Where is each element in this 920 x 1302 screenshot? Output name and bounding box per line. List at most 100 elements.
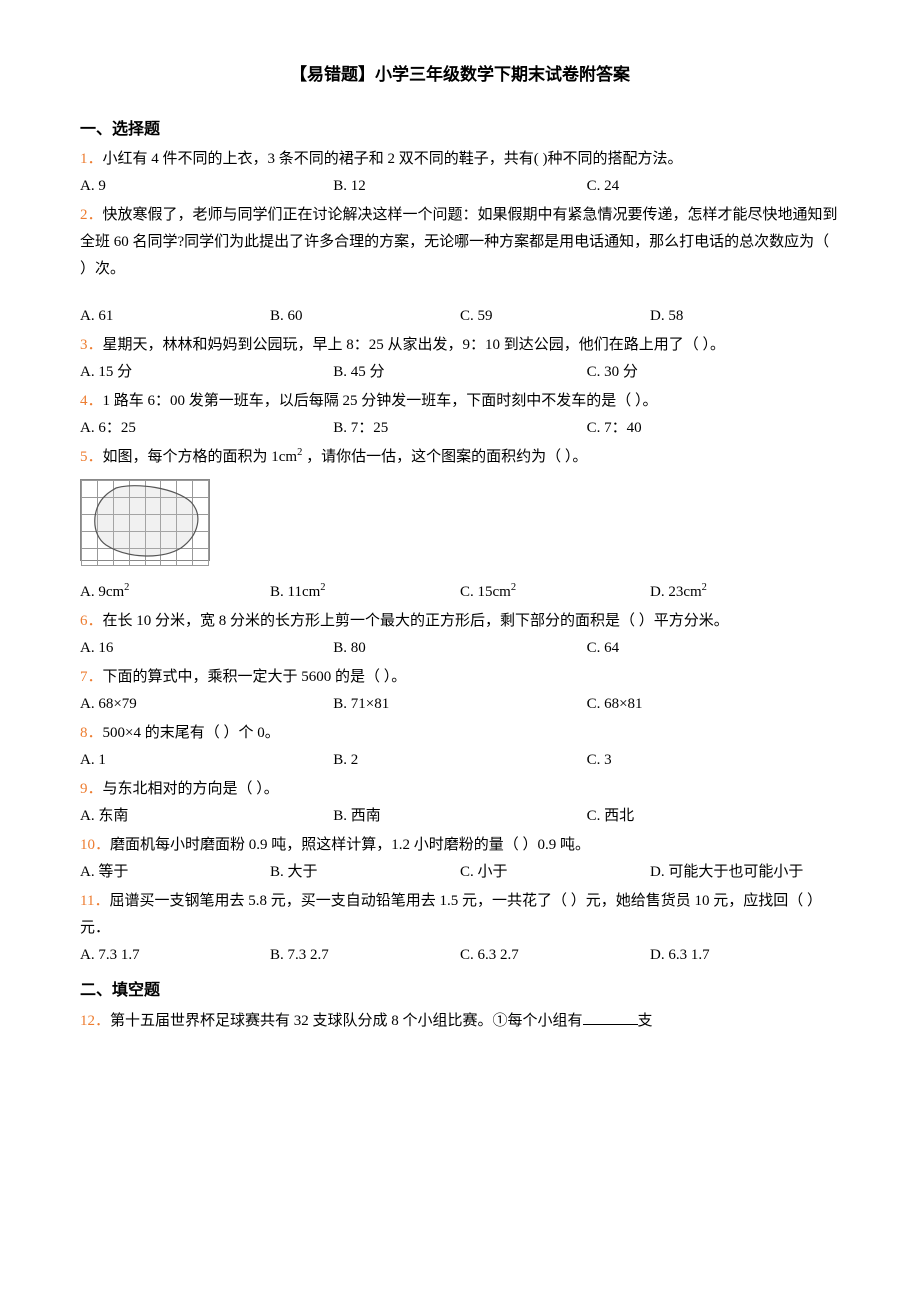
option-b: B. 西南 [333, 803, 586, 830]
option-c: C. 68×81 [587, 691, 840, 718]
question-body: 屈谱买一支钢笔用去 5.8 元，买一支自动铅笔用去 1.5 元，一共花了（ ）元… [80, 893, 822, 936]
option-d: D. 58 [650, 303, 840, 330]
option-c: C. 15cm2 [460, 579, 650, 606]
option-c: C. 6.3 2.7 [460, 942, 650, 969]
options-row: A. 9B. 12C. 24 [80, 173, 840, 200]
question-body: 与东北相对的方向是（ ）。 [103, 781, 279, 797]
question-1: 1．小红有 4 件不同的上衣，3 条不同的裙子和 2 双不同的鞋子，共有( )种… [80, 146, 840, 200]
fill-blank[interactable] [583, 1009, 638, 1025]
question-text-post: 支 [638, 1013, 653, 1029]
option-a: A. 16 [80, 635, 333, 662]
section-1-header: 一、选择题 [80, 116, 840, 145]
exam-title: 【易错题】小学三年级数学下期末试卷附答案 [80, 60, 840, 91]
options-row: A. 1B. 2C. 3 [80, 747, 840, 774]
option-c: C. 30 分 [587, 359, 840, 386]
question-7: 7．下面的算式中，乘积一定大于 5600 的是（ ）。A. 68×79B. 71… [80, 664, 840, 718]
question-number: 11． [80, 893, 109, 909]
question-number: 5． [80, 449, 103, 465]
question-body: 1 路车 6：00 发第一班车，以后每隔 25 分钟发一班车，下面时刻中不发车的… [103, 393, 658, 409]
option-d: D. 6.3 1.7 [650, 942, 840, 969]
question-text: 7．下面的算式中，乘积一定大于 5600 的是（ ）。 [80, 664, 840, 691]
question-body: 500×4 的末尾有（ ）个 0。 [103, 725, 280, 741]
option-a: A. 6：25 [80, 415, 333, 442]
options-row: A. 68×79B. 71×81C. 68×81 [80, 691, 840, 718]
question-number: 9． [80, 781, 103, 797]
question-body: 星期天，林林和妈妈到公园玩，早上 8：25 从家出发，9：10 到达公园，他们在… [103, 337, 726, 353]
question-body: 下面的算式中，乘积一定大于 5600 的是（ ）。 [103, 669, 407, 685]
question-number: 6． [80, 613, 103, 629]
question-6: 6．在长 10 分米，宽 8 分米的长方形上剪一个最大的正方形后，剩下部分的面积… [80, 608, 840, 662]
option-a: A. 东南 [80, 803, 333, 830]
question-9: 9．与东北相对的方向是（ ）。A. 东南B. 西南C. 西北 [80, 776, 840, 830]
question-number: 2． [80, 207, 103, 223]
question-body: 如图，每个方格的面积为 1cm2 ，请你估一估，这个图案的面积约为（ ）。 [103, 449, 588, 465]
option-d: D. 可能大于也可能小于 [650, 859, 840, 886]
option-a: A. 61 [80, 303, 270, 330]
question-4: 4．1 路车 6：00 发第一班车，以后每隔 25 分钟发一班车，下面时刻中不发… [80, 388, 840, 442]
options-row: A. 7.3 1.7B. 7.3 2.7C. 6.3 2.7D. 6.3 1.7 [80, 942, 840, 969]
question-text: 8．500×4 的末尾有（ ）个 0。 [80, 720, 840, 747]
option-d: D. 23cm2 [650, 579, 840, 606]
option-a: A. 等于 [80, 859, 270, 886]
question-2: 2．快放寒假了，老师与同学们正在讨论解决这样一个问题：如果假期中有紧急情况要传递… [80, 202, 840, 330]
question-number: 4． [80, 393, 103, 409]
option-a: A. 7.3 1.7 [80, 942, 270, 969]
option-c: C. 24 [587, 173, 840, 200]
question-text: 1．小红有 4 件不同的上衣，3 条不同的裙子和 2 双不同的鞋子，共有( )种… [80, 146, 840, 173]
question-body: 快放寒假了，老师与同学们正在讨论解决这样一个问题：如果假期中有紧急情况要传递，怎… [80, 207, 838, 277]
area-shape [81, 480, 209, 560]
question-text: 10．磨面机每小时磨面粉 0.9 吨，照这样计算，1.2 小时磨粉的量（ ）0.… [80, 832, 840, 859]
option-a: A. 9 [80, 173, 333, 200]
question-8: 8．500×4 的末尾有（ ）个 0。A. 1B. 2C. 3 [80, 720, 840, 774]
question-number: 12． [80, 1013, 110, 1029]
fill-question-1: 12．第十五届世界杯足球赛共有 32 支球队分成 8 个小组比赛。①每个小组有 支 [80, 1008, 840, 1035]
options-row: A. 15 分B. 45 分C. 30 分 [80, 359, 840, 386]
options-row: A. 等于B. 大于C. 小于D. 可能大于也可能小于 [80, 859, 840, 886]
option-b: B. 大于 [270, 859, 460, 886]
option-c: C. 3 [587, 747, 840, 774]
option-b: B. 71×81 [333, 691, 586, 718]
question-number: 8． [80, 725, 103, 741]
option-c: C. 7：40 [587, 415, 840, 442]
option-c: C. 59 [460, 303, 650, 330]
option-b: B. 80 [333, 635, 586, 662]
options-row: A. 9cm2B. 11cm2C. 15cm2D. 23cm2 [80, 579, 840, 606]
question-body: 磨面机每小时磨面粉 0.9 吨，照这样计算，1.2 小时磨粉的量（ ）0.9 吨… [110, 837, 590, 853]
question-text: 5．如图，每个方格的面积为 1cm2 ，请你估一估，这个图案的面积约为（ ）。 [80, 444, 840, 471]
question-text: 4．1 路车 6：00 发第一班车，以后每隔 25 分钟发一班车，下面时刻中不发… [80, 388, 840, 415]
question-11: 11．屈谱买一支钢笔用去 5.8 元，买一支自动铅笔用去 1.5 元，一共花了（… [80, 888, 840, 969]
question-5: 5．如图，每个方格的面积为 1cm2 ，请你估一估，这个图案的面积约为（ ）。 A… [80, 444, 840, 606]
question-3: 3．星期天，林林和妈妈到公园玩，早上 8：25 从家出发，9：10 到达公园，他… [80, 332, 840, 386]
question-number: 7． [80, 669, 103, 685]
question-text-pre: 第十五届世界杯足球赛共有 32 支球队分成 8 个小组比赛。①每个小组有 [110, 1013, 583, 1029]
option-b: B. 7.3 2.7 [270, 942, 460, 969]
options-row: A. 16B. 80C. 64 [80, 635, 840, 662]
option-c: C. 小于 [460, 859, 650, 886]
section-2-header: 二、填空题 [80, 977, 840, 1006]
options-row: A. 东南B. 西南C. 西北 [80, 803, 840, 830]
option-a: A. 1 [80, 747, 333, 774]
options-row: A. 6：25B. 7：25C. 7：40 [80, 415, 840, 442]
question-body: 小红有 4 件不同的上衣，3 条不同的裙子和 2 双不同的鞋子，共有( )种不同… [103, 151, 683, 167]
question-number: 10． [80, 837, 110, 853]
option-a: A. 68×79 [80, 691, 333, 718]
question-text: 11．屈谱买一支钢笔用去 5.8 元，买一支自动铅笔用去 1.5 元，一共花了（… [80, 888, 840, 942]
question-number: 3． [80, 337, 103, 353]
option-b: B. 7：25 [333, 415, 586, 442]
question-text: 6．在长 10 分米，宽 8 分米的长方形上剪一个最大的正方形后，剩下部分的面积… [80, 608, 840, 635]
option-c: C. 64 [587, 635, 840, 662]
question-10: 10．磨面机每小时磨面粉 0.9 吨，照这样计算，1.2 小时磨粉的量（ ）0.… [80, 832, 840, 886]
option-b: B. 60 [270, 303, 460, 330]
option-b: B. 12 [333, 173, 586, 200]
option-c: C. 西北 [587, 803, 840, 830]
option-a: A. 15 分 [80, 359, 333, 386]
question-number: 1． [80, 151, 103, 167]
grid-figure [80, 479, 840, 571]
question-body: 在长 10 分米，宽 8 分米的长方形上剪一个最大的正方形后，剩下部分的面积是（… [103, 613, 729, 629]
question-text: 9．与东北相对的方向是（ ）。 [80, 776, 840, 803]
option-a: A. 9cm2 [80, 579, 270, 606]
option-b: B. 45 分 [333, 359, 586, 386]
question-text: 3．星期天，林林和妈妈到公园玩，早上 8：25 从家出发，9：10 到达公园，他… [80, 332, 840, 359]
option-b: B. 11cm2 [270, 579, 460, 606]
options-row: A. 61B. 60C. 59D. 58 [80, 303, 840, 330]
